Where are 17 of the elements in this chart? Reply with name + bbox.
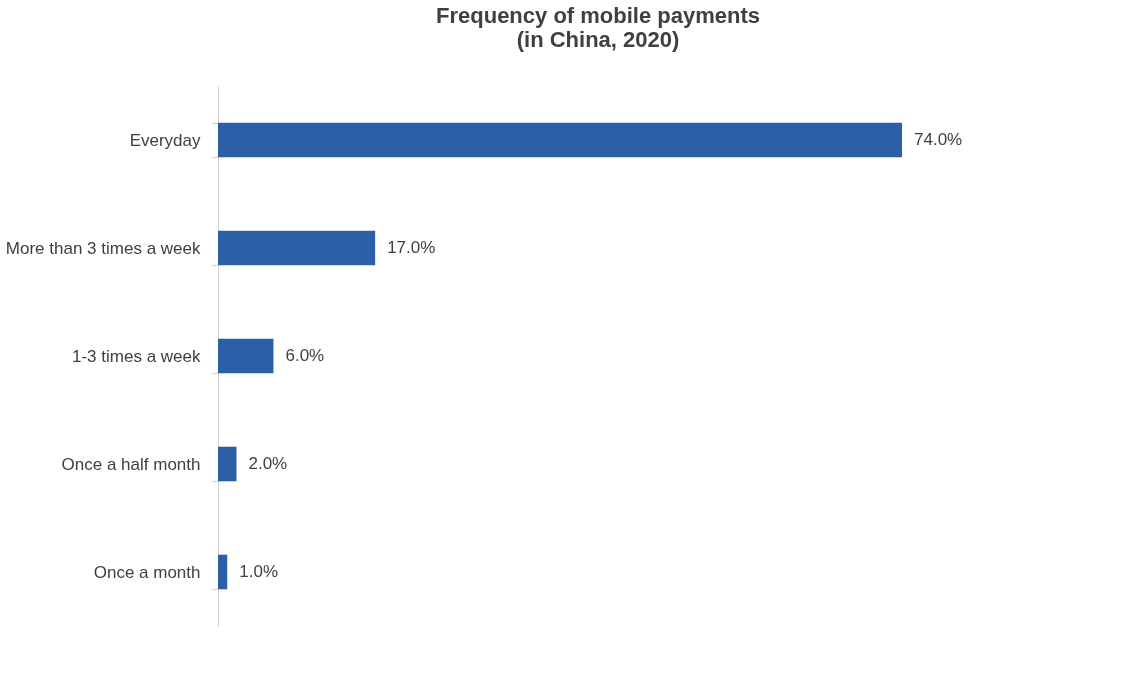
- bar: [218, 554, 228, 590]
- y-tick-label: Everyday: [129, 130, 201, 150]
- bar: [218, 338, 274, 374]
- data-label: 1.0%: [239, 562, 278, 581]
- bar: [218, 446, 237, 482]
- bar: [218, 122, 902, 158]
- y-tick-label: Once a half month: [61, 454, 201, 474]
- y-tick-label: Once a month: [93, 562, 201, 582]
- data-label: 17.0%: [387, 238, 436, 257]
- data-label: 6.0%: [285, 346, 325, 365]
- text: (in China, 2020): [516, 27, 680, 52]
- y-tick-label: 1-3 times a week: [72, 346, 201, 366]
- data-label: 2.0%: [248, 454, 288, 473]
- y-tick-label: More than 3 times a week: [5, 238, 201, 258]
- text: Frequency of mobile payments: [436, 3, 760, 28]
- bar: [218, 230, 376, 266]
- data-label: 74.0%: [914, 130, 963, 149]
